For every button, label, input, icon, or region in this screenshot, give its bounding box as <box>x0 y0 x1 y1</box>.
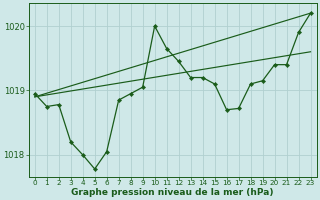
X-axis label: Graphe pression niveau de la mer (hPa): Graphe pression niveau de la mer (hPa) <box>71 188 274 197</box>
